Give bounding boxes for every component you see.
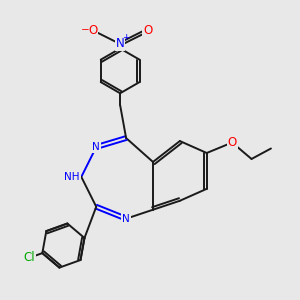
Text: O: O	[88, 24, 97, 37]
Text: N: N	[122, 214, 130, 224]
Text: −: −	[80, 25, 89, 35]
Text: +: +	[122, 33, 129, 42]
Text: NH: NH	[64, 172, 80, 182]
Text: Cl: Cl	[24, 251, 35, 264]
Text: N: N	[116, 38, 124, 50]
Text: O: O	[143, 24, 152, 37]
Text: N: N	[92, 142, 100, 152]
Text: O: O	[227, 136, 237, 149]
